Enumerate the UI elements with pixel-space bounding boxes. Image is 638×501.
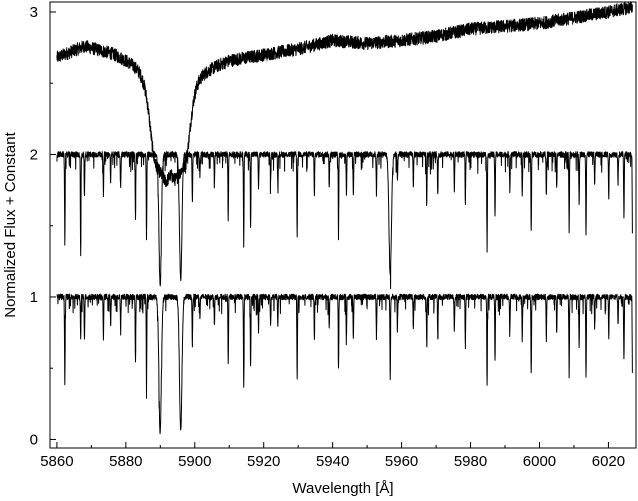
x-tick-label: 6000	[523, 453, 556, 470]
spectrum-series-2	[56, 151, 633, 290]
x-tick-label: 5860	[40, 453, 73, 470]
spectrum-series-1	[56, 1, 633, 187]
x-axis-title: Wavelength [Å]	[292, 480, 393, 497]
x-tick-label: 5940	[316, 453, 349, 470]
x-tick-label: 5980	[454, 453, 487, 470]
spectrum-series-3	[56, 293, 633, 435]
y-tick-label: 2	[30, 146, 38, 163]
x-tick-label: 5900	[178, 453, 211, 470]
x-tick-label: 6020	[592, 453, 625, 470]
y-axis-ticks: 0 1 2 3	[30, 4, 56, 448]
x-tick-label: 5920	[247, 453, 280, 470]
x-tick-label: 5880	[109, 453, 142, 470]
spectra-group	[56, 1, 633, 435]
y-axis-title: Normalized Flux + Constant	[2, 131, 19, 317]
plot-frame	[49, 1, 637, 449]
x-tick-label: 5960	[385, 453, 418, 470]
y-tick-label: 0	[30, 431, 38, 448]
y-tick-label: 1	[30, 289, 38, 306]
x-axis-ticks: 5860 5880 5900 5920 5940 5960 5980 6000 6020	[40, 442, 625, 470]
y-tick-label: 3	[30, 4, 38, 21]
